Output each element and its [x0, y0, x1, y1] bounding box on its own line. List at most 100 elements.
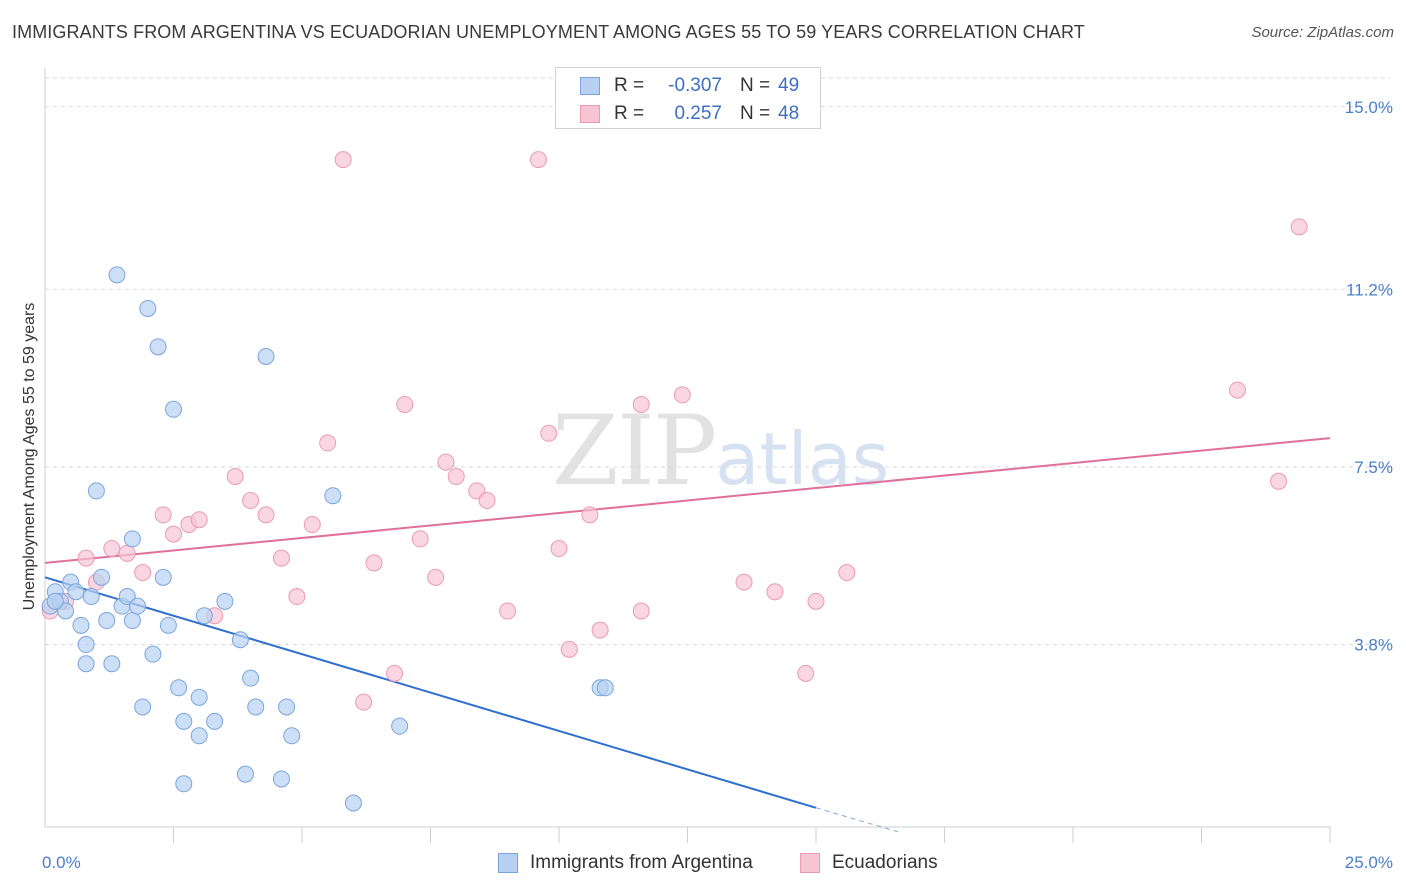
- point-argentina: [87, 482, 105, 500]
- point-argentina: [123, 530, 141, 548]
- point-argentina: [129, 597, 147, 615]
- point-ecuadorian: [386, 664, 404, 682]
- point-ecuadorian: [581, 506, 599, 524]
- point-ecuadorian: [154, 506, 172, 524]
- x-tick-label: 0.0%: [42, 853, 81, 872]
- legend-n-value: 48: [778, 103, 800, 124]
- legend-row-ecuadorians: R = 0.257 N = 48: [580, 100, 799, 128]
- point-ecuadorian: [257, 506, 275, 524]
- point-ecuadorian: [591, 621, 609, 639]
- legend-row-argentina: R = -0.307 N = 49: [580, 72, 799, 100]
- source-credit: Source: ZipAtlas.com: [1251, 24, 1394, 41]
- point-ecuadorian: [550, 540, 568, 558]
- point-ecuadorian: [103, 540, 121, 558]
- point-argentina: [195, 607, 213, 625]
- series-legend-argentina: Immigrants from Argentina: [498, 852, 753, 874]
- legend-n-label: N =: [740, 75, 771, 96]
- point-argentina: [144, 645, 162, 663]
- point-argentina: [175, 712, 193, 730]
- point-ecuadorian: [165, 525, 182, 543]
- legend-swatch-pink: [580, 105, 600, 123]
- point-argentina: [242, 669, 260, 687]
- legend-swatch-blue: [580, 77, 600, 95]
- point-argentina: [190, 727, 208, 745]
- series-legend-ecuadorians: Ecuadorians: [800, 852, 938, 874]
- legend-r-value: 0.257: [674, 103, 722, 124]
- point-argentina: [159, 616, 177, 634]
- point-ecuadorian: [1270, 472, 1288, 490]
- point-argentina: [103, 655, 121, 673]
- point-argentina: [170, 679, 188, 697]
- point-ecuadorian: [499, 602, 517, 620]
- series-swatch-blue: [498, 853, 518, 873]
- point-argentina: [231, 631, 249, 649]
- trendline-ecuadorians: [44, 437, 1331, 564]
- y-tick-label: 3.8%: [1354, 636, 1393, 655]
- chart-title: IMMIGRANTS FROM ARGENTINA VS ECUADORIAN …: [12, 22, 1085, 42]
- point-ecuadorian: [807, 592, 825, 610]
- point-ecuadorian: [396, 395, 414, 413]
- point-argentina: [134, 698, 152, 716]
- grid-lines: [45, 77, 1390, 646]
- point-argentina: [272, 770, 290, 788]
- point-argentina: [93, 568, 111, 586]
- point-argentina: [108, 266, 126, 284]
- point-argentina: [257, 347, 275, 365]
- data-points: [41, 151, 1308, 812]
- point-argentina: [98, 612, 116, 630]
- point-argentina: [77, 655, 95, 673]
- point-ecuadorian: [242, 492, 260, 510]
- point-argentina: [236, 765, 254, 783]
- watermark-zip: ZIP: [552, 395, 717, 507]
- point-argentina: [175, 775, 193, 793]
- point-ecuadorian: [766, 583, 784, 601]
- legend-r-label: R =: [614, 103, 645, 124]
- y-tick-label: 7.5%: [1354, 458, 1393, 477]
- point-ecuadorian: [540, 424, 558, 442]
- point-ecuadorian: [478, 492, 496, 510]
- correlation-legend: R = -0.307 N = 49 R = 0.257 N = 48: [555, 67, 821, 129]
- axes: [44, 68, 1331, 843]
- point-argentina: [324, 487, 342, 505]
- point-ecuadorian: [673, 386, 691, 404]
- point-ecuadorian: [134, 564, 152, 582]
- point-argentina: [149, 338, 167, 356]
- point-ecuadorian: [1290, 218, 1308, 236]
- point-ecuadorian: [190, 511, 208, 529]
- trendline-argentina: [44, 576, 817, 809]
- point-ecuadorian: [632, 602, 650, 620]
- point-argentina: [165, 400, 182, 418]
- point-ecuadorian: [365, 554, 383, 572]
- axis-labels: 3.8% 7.5% 11.2% 15.0% 0.0% 25.0% Unemployment …: [21, 98, 1393, 872]
- point-ecuadorian: [288, 588, 306, 606]
- x-tick-label: 25.0%: [1345, 853, 1393, 872]
- series-swatch-pink: [800, 853, 820, 873]
- legend-r-value: -0.307: [668, 75, 722, 96]
- point-ecuadorian: [797, 664, 815, 682]
- watermark-atlas: atlas: [715, 417, 890, 501]
- legend-n-value: 49: [778, 75, 800, 96]
- point-ecuadorian: [319, 434, 337, 452]
- legend-r-label: R =: [614, 75, 645, 96]
- point-ecuadorian: [529, 151, 547, 169]
- point-argentina: [82, 588, 100, 606]
- point-ecuadorian: [735, 573, 753, 591]
- point-argentina: [72, 616, 90, 634]
- point-argentina: [596, 679, 614, 697]
- point-ecuadorian: [226, 468, 244, 486]
- point-ecuadorian: [118, 544, 136, 562]
- y-axis-label: Unemployment Among Ages 55 to 59 years: [21, 303, 38, 611]
- point-ecuadorian: [411, 530, 429, 548]
- point-ecuadorian: [437, 453, 455, 471]
- point-argentina: [46, 592, 64, 610]
- point-argentina: [344, 794, 362, 812]
- trendlines: [44, 437, 1331, 833]
- point-argentina: [77, 636, 95, 654]
- point-argentina: [206, 712, 224, 730]
- point-ecuadorian: [560, 640, 578, 658]
- point-ecuadorian: [355, 693, 373, 711]
- point-ecuadorian: [632, 395, 650, 413]
- point-ecuadorian: [77, 549, 95, 567]
- watermark: ZIPatlas: [552, 395, 889, 507]
